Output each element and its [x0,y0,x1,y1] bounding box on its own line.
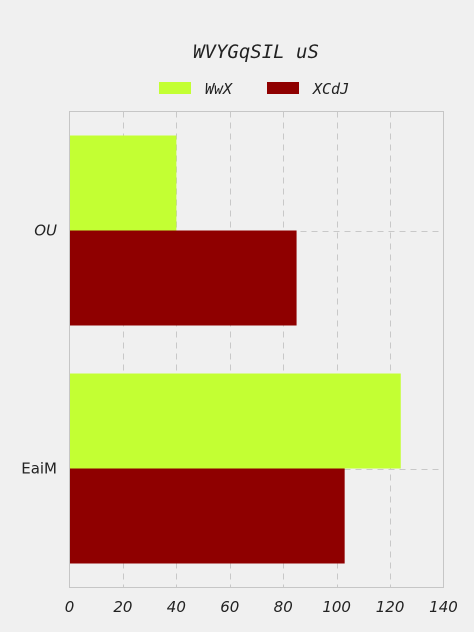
chart-title: WVYGqSIL uS [193,41,319,63]
category-label-1: EaiM [21,460,57,478]
bar-XCdJ-EaiM [70,468,345,564]
y-axis-categories: OU EaiM [21,222,57,478]
category-label-0: OU [34,222,57,240]
x-tick-label-0: 0 [65,598,75,616]
x-tick-label-2: 40 [167,598,186,616]
x-tick-label-6: 120 [376,598,405,616]
x-tick-label-3: 60 [220,598,239,616]
legend-label-WwX: WwX [205,80,233,98]
x-tick-label-1: 20 [113,598,132,616]
legend: WwX XCdJ [159,80,349,98]
legend-swatch-XCdJ [267,82,299,94]
x-tick-label-5: 100 [322,598,351,616]
x-axis-ticks: 0 20 40 60 80 100 120 140 [65,598,458,616]
bars [70,135,401,564]
x-tick-label-7: 140 [429,598,458,616]
bar-WwX-OU [70,135,177,231]
bar-XCdJ-OU [70,230,297,326]
legend-swatch-WwX [159,82,191,94]
legend-label-XCdJ: XCdJ [312,80,349,98]
x-tick-label-4: 80 [274,598,293,616]
bar-WwX-EaiM [70,373,401,469]
